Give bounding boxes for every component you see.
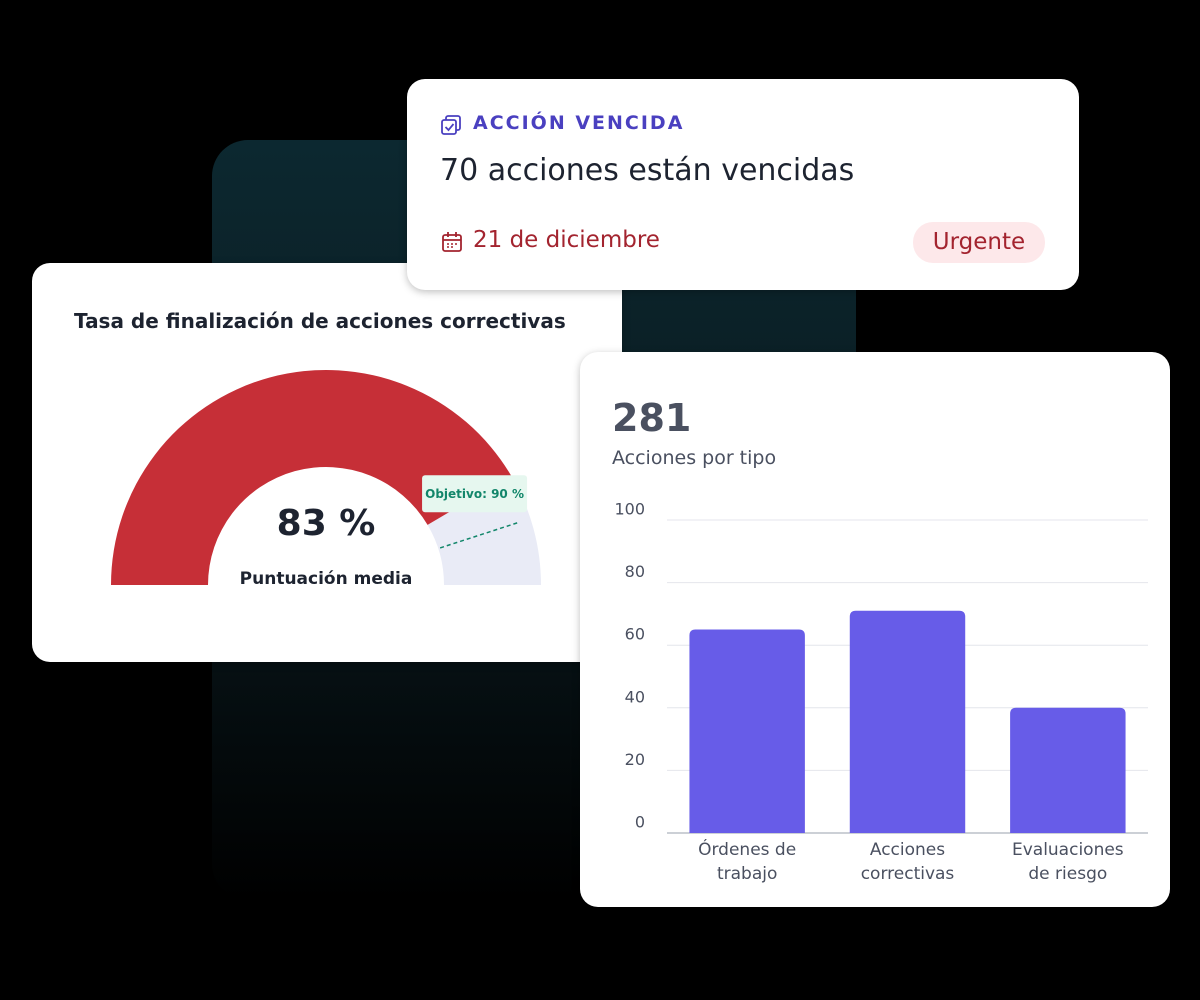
total-value: 281 — [612, 396, 692, 440]
alert-card: ACCIÓN VENCIDA 70 acciones están vencida… — [407, 79, 1079, 290]
target-label: Objetivo: 90 % — [425, 487, 524, 501]
calendar-icon — [442, 232, 462, 252]
bar-card: 281 Acciones por tipo 0 20 40 60 80 100 Órden… — [580, 352, 1170, 907]
y-tick-label: 0 — [635, 813, 645, 832]
gauge-subtitle: Puntuación media — [240, 569, 413, 589]
x-tick-label: Acciones correctivas — [860, 840, 955, 884]
y-tick-label: 100 — [614, 500, 645, 519]
gauge-card: Tasa de finalización de acciones correct… — [32, 263, 622, 662]
gauge-title: Tasa de finalización de acciones correct… — [74, 309, 566, 333]
alert-icon — [441, 115, 461, 135]
bar — [1010, 707, 1126, 833]
x-tick-label: Evaluaciones de riesgo — [1011, 840, 1124, 884]
alert-date: 21 de diciembre — [473, 227, 660, 253]
bar-chart: 0 20 40 60 80 100 — [614, 500, 1148, 834]
x-tick-label: Órdenes de trabajo — [698, 840, 797, 884]
gauge-value-arc — [111, 369, 512, 585]
alert-title: 70 acciones están vencidas — [440, 153, 855, 188]
y-tick-label: 20 — [625, 750, 645, 769]
y-tick-label: 40 — [625, 687, 645, 706]
bar — [849, 610, 966, 833]
bar — [689, 629, 805, 833]
bar-chart-title: Acciones por tipo — [612, 447, 777, 469]
urgency-badge: Urgente — [913, 222, 1045, 263]
target-label-box — [422, 475, 528, 513]
gauge-chart: Objetivo: 90 % 83 % Puntuación media — [111, 369, 541, 589]
y-tick-label: 60 — [625, 625, 645, 644]
y-tick-label: 80 — [625, 562, 645, 581]
alert-label: ACCIÓN VENCIDA — [473, 112, 685, 134]
gauge-value-label: 83 % — [277, 503, 376, 544]
